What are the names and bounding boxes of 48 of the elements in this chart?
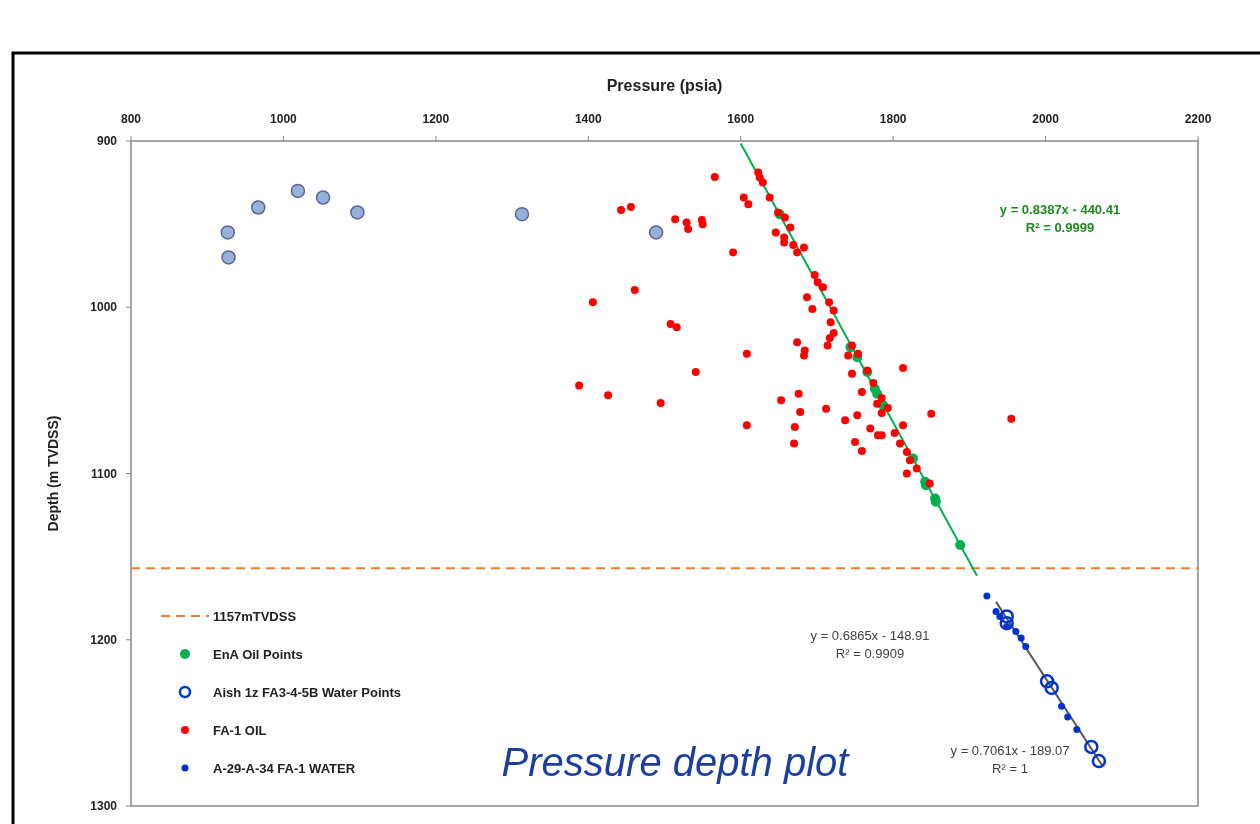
y-tick-label: 1200 [90, 632, 118, 647]
x-tick-label: 2200 [1184, 112, 1212, 126]
legend-label: FA-1 OIL [213, 722, 267, 738]
point [1091, 753, 1107, 769]
annotation: y = 0.6865x - 148.91 R² = 0.9909 [810, 628, 930, 661]
y-tick-label: 1100 [90, 466, 118, 481]
text: Pressure depth plot [501, 740, 851, 784]
annotation: y = 0.7061x - 189.07 R² = 1 [950, 743, 1070, 776]
y-tick-label: 1300 [90, 799, 118, 813]
point [290, 183, 306, 199]
point [514, 206, 530, 222]
point [1022, 642, 1030, 650]
point [1084, 739, 1099, 755]
x-tick-label: 2000 [1032, 112, 1060, 126]
point [251, 200, 266, 215]
point [1073, 726, 1081, 734]
y-tick-label: 1000 [90, 300, 118, 315]
legend-label: A-29-A-34 FA-1 WATER [213, 760, 356, 776]
point [1039, 674, 1055, 689]
x-axis-title: Pressure (psia) [606, 77, 723, 94]
x-tick-label: 1400 [574, 112, 602, 126]
legend-label: Aish 1z FA3-4-5B Water Points [213, 684, 402, 700]
point [315, 190, 331, 205]
y-tick-label: 900 [96, 134, 118, 148]
point [1064, 713, 1072, 721]
point [999, 609, 1014, 624]
point [1017, 634, 1025, 642]
x-tick-label: 800 [120, 112, 142, 126]
point [221, 250, 236, 265]
point [350, 205, 365, 220]
x-tick-label: 1000 [270, 112, 298, 126]
x-tick-label: 1800 [879, 112, 907, 126]
point [992, 607, 1000, 615]
point [1044, 680, 1059, 696]
point [983, 592, 991, 600]
point [999, 615, 1014, 631]
point [1058, 702, 1066, 710]
x-tick-label: 1200 [422, 112, 450, 126]
point [220, 225, 236, 240]
point [955, 539, 966, 550]
point [1012, 627, 1020, 635]
legend-label: EnA Oil Points [213, 646, 303, 662]
point [648, 225, 664, 240]
x-tick-label: 1600 [727, 112, 755, 126]
annotation: y = 0.8387x - 440.41 R² = 0.9999 [999, 202, 1121, 235]
point [996, 612, 1004, 620]
y-axis-title: Depth (m TVDSS) [45, 415, 61, 532]
legend-label: 1157mTVDSS [213, 608, 297, 624]
